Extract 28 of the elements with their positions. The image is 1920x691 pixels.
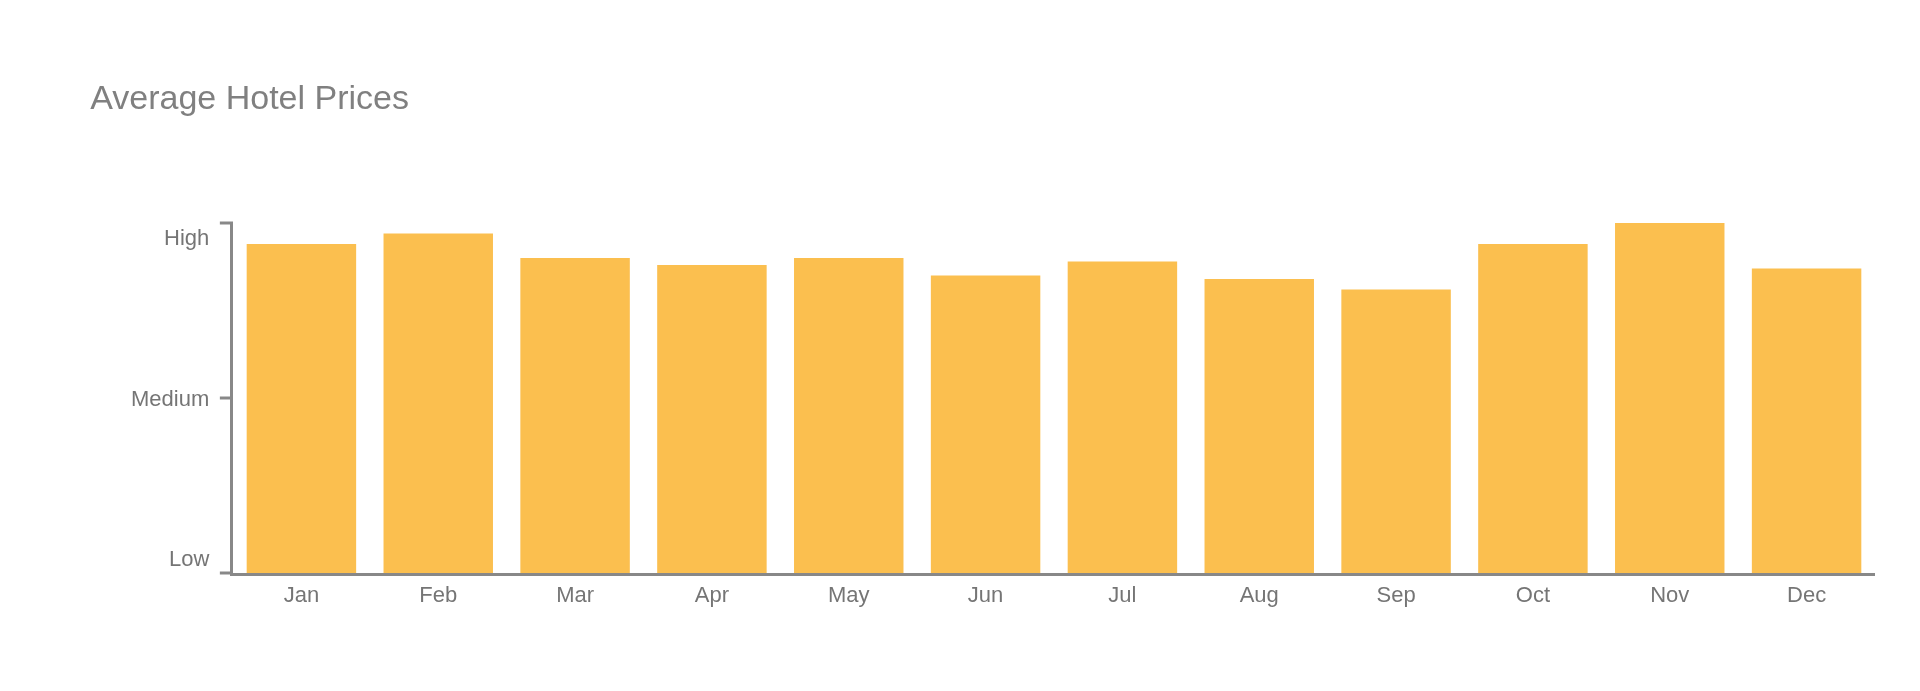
x-tick-label: Nov — [1650, 582, 1690, 608]
bar — [383, 233, 493, 573]
bar — [1478, 244, 1588, 573]
bar — [794, 258, 904, 573]
x-tick-label: Oct — [1515, 582, 1551, 608]
x-tick-label: Jan — [283, 582, 320, 608]
x-tick-label: Sep — [1376, 582, 1416, 608]
bar — [1615, 223, 1725, 573]
x-tick-label: May — [827, 582, 870, 608]
bar — [1341, 289, 1451, 573]
x-tick-label: Jun — [967, 582, 1004, 608]
text: High — [164, 225, 210, 250]
x-tick-label: Mar — [556, 582, 595, 608]
bar — [1751, 268, 1862, 573]
chart-title: Average Hotel Prices — [90, 77, 409, 116]
x-tick-label: Apr — [694, 582, 730, 608]
bar — [520, 258, 630, 573]
bar — [1067, 261, 1178, 573]
x-tick-label: Jul — [1108, 582, 1137, 608]
bar — [930, 275, 1041, 573]
x-tick-label: Aug — [1239, 582, 1279, 608]
x-tick-label: Dec — [1787, 582, 1827, 608]
text: Low — [169, 546, 210, 571]
bar — [246, 244, 357, 573]
bar — [657, 265, 767, 573]
x-tick-label: Feb — [419, 582, 458, 608]
text: Medium — [131, 386, 210, 411]
bar — [1204, 279, 1314, 573]
